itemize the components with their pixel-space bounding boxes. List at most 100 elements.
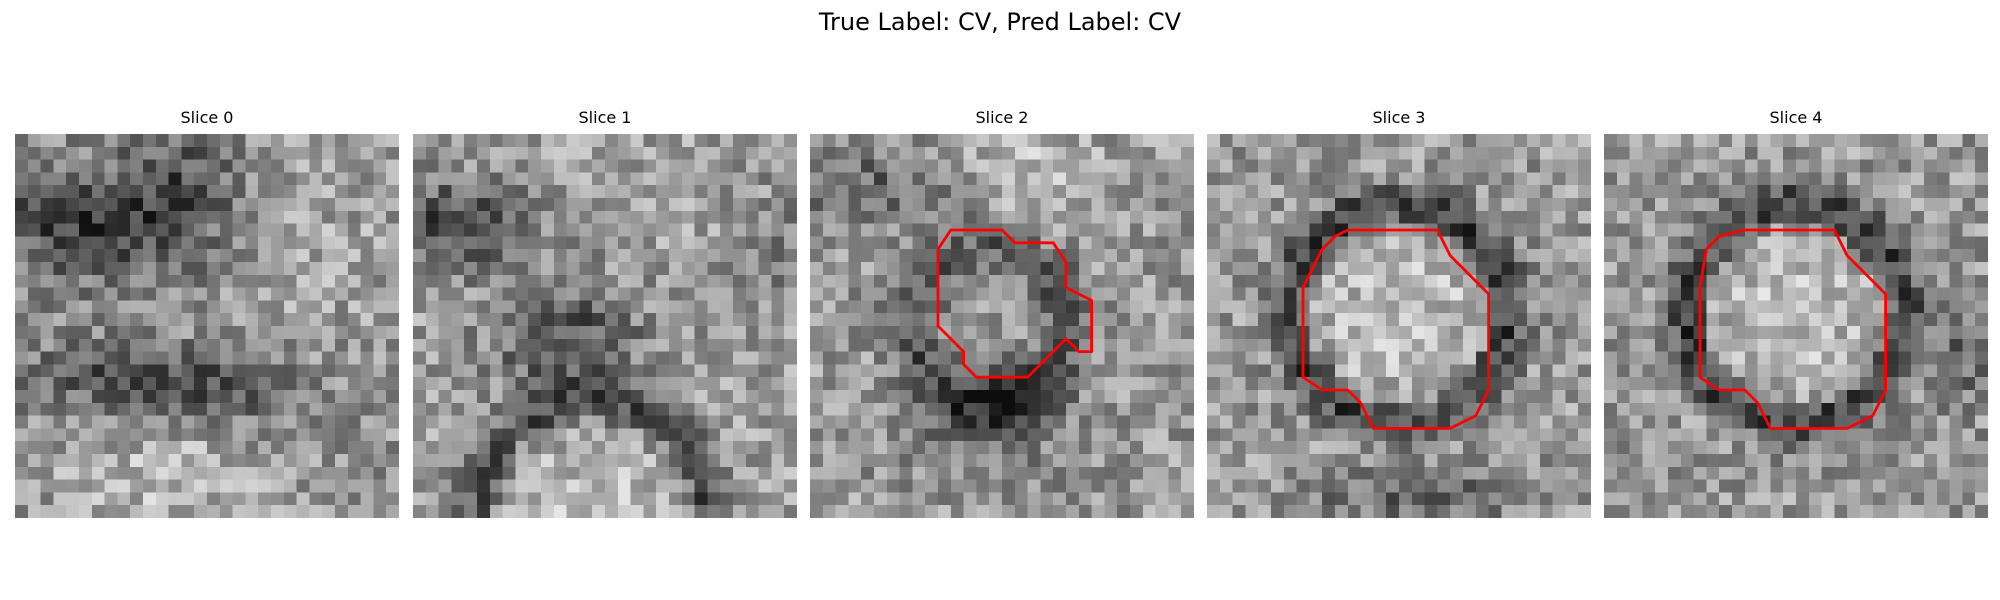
pixel [541, 236, 555, 250]
pixel [1181, 364, 1194, 378]
pixel [848, 338, 862, 352]
pixel [91, 428, 105, 442]
pixel [1271, 262, 1285, 276]
pixel [155, 159, 169, 173]
pixel [733, 466, 747, 480]
pixel [784, 338, 797, 352]
pixel [630, 466, 644, 480]
pixel [66, 287, 80, 301]
pixel [1181, 492, 1194, 506]
pixel [1732, 287, 1746, 301]
pixel [1258, 236, 1272, 250]
pixel [258, 338, 272, 352]
pixel [425, 249, 439, 263]
pixel [413, 326, 427, 340]
pixel [194, 364, 208, 378]
pixel [720, 146, 734, 160]
pixel [91, 377, 105, 391]
pixel [976, 479, 990, 493]
pixel [1130, 134, 1144, 148]
pixel [1014, 428, 1028, 442]
pixel [438, 134, 452, 148]
pixel [541, 466, 555, 480]
pixel [1732, 249, 1746, 263]
pixel [1245, 338, 1259, 352]
pixel [232, 351, 246, 365]
pixel [720, 454, 734, 468]
pixel [1027, 377, 1041, 391]
pixel [1091, 428, 1105, 442]
pixel [502, 479, 516, 493]
pixel [1847, 377, 1861, 391]
pixel [1732, 390, 1746, 404]
pixel [194, 441, 208, 455]
pixel [1655, 249, 1669, 263]
pixel [1014, 134, 1028, 148]
pixel [630, 236, 644, 250]
pixel [1117, 274, 1131, 288]
pixel [1539, 351, 1553, 365]
pixel [1527, 428, 1541, 442]
pixel [1834, 159, 1848, 173]
pixel [1668, 326, 1682, 340]
pixel [707, 466, 721, 480]
pixel [694, 326, 708, 340]
pixel [553, 236, 567, 250]
pixel [925, 479, 939, 493]
pixel [950, 159, 964, 173]
pixel [1347, 236, 1361, 250]
pixel [579, 364, 593, 378]
pixel [425, 274, 439, 288]
pixel [1271, 390, 1285, 404]
pixel [1155, 428, 1169, 442]
pixel [502, 402, 516, 416]
pixel [886, 441, 900, 455]
pixel [1130, 351, 1144, 365]
pixel [360, 134, 374, 148]
pixel [1040, 300, 1054, 314]
pixel [386, 300, 399, 314]
pixel [1527, 159, 1541, 173]
pixel [1514, 351, 1528, 365]
pixel [181, 505, 195, 518]
pixel [963, 441, 977, 455]
pixel [605, 223, 619, 237]
pixel [630, 454, 644, 468]
pixel [1680, 479, 1694, 493]
pixel [1949, 313, 1963, 327]
pixel [1962, 274, 1976, 288]
pixel [194, 390, 208, 404]
pixel [335, 249, 349, 263]
pixel [1616, 313, 1630, 327]
pixel [1463, 134, 1477, 148]
pixel [1911, 274, 1925, 288]
pixel [1463, 402, 1477, 416]
pixel [207, 159, 221, 173]
pixel [1706, 492, 1720, 506]
pixel [1655, 134, 1669, 148]
pixel [425, 390, 439, 404]
pixel [168, 313, 182, 327]
pixel [553, 274, 567, 288]
pixel [835, 428, 849, 442]
pixel [1962, 466, 1976, 480]
pixel [1693, 466, 1707, 480]
pixel [335, 146, 349, 160]
pixel [1309, 326, 1323, 340]
pixel [899, 210, 913, 224]
pixel [1706, 134, 1720, 148]
pixel [155, 146, 169, 160]
pixel [835, 466, 849, 480]
pixel [1078, 326, 1092, 340]
pixel [1924, 134, 1938, 148]
pixel [758, 134, 772, 148]
pixel [1834, 172, 1848, 186]
pixel [1027, 492, 1041, 506]
pixel [1924, 479, 1938, 493]
pixel [1821, 185, 1835, 199]
pixel [181, 338, 195, 352]
pixel [694, 454, 708, 468]
pixel [835, 134, 849, 148]
pixel [40, 505, 54, 518]
pixel [360, 390, 374, 404]
